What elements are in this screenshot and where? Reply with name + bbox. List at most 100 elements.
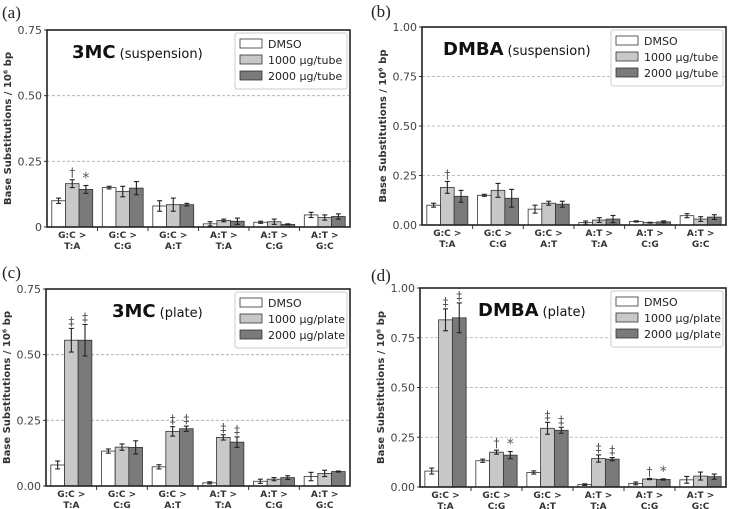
legend-label: DMSO: [644, 296, 678, 309]
title-compound: DMBA: [478, 300, 539, 321]
x-tick-label: A:T: [540, 240, 558, 250]
y-axis-label: Base Substitutions / 10⁶ bp: [376, 311, 387, 464]
y-tick-label: 0.25: [18, 155, 43, 168]
x-tick-label: C:G: [114, 242, 132, 252]
bar: [502, 454, 518, 488]
x-tick-label: A:T >: [586, 229, 614, 239]
y-tick-label: 0.00: [393, 219, 418, 232]
x-tick-label: G:C >: [484, 229, 512, 239]
title-condition: (suspension): [508, 44, 591, 59]
significance-mark: †: [444, 167, 450, 181]
x-tick-label: A:T >: [636, 229, 664, 239]
significance-mark: ‡: [545, 408, 551, 422]
legend-swatch: [615, 312, 639, 323]
legend-swatch: [239, 313, 263, 324]
bar: [229, 441, 245, 487]
chart-title: DMBA (plate): [478, 300, 586, 321]
panel-label: (c): [2, 263, 21, 282]
significance-mark: ‡: [68, 314, 74, 328]
x-tick-label: C:G: [488, 502, 506, 509]
y-tick-label: 0.75: [391, 332, 416, 345]
plot-frame: [419, 287, 727, 488]
bar: [101, 450, 116, 487]
y-tick-label: 0.00: [391, 481, 416, 494]
legend-swatch: [615, 51, 639, 62]
x-tick-label: A:T >: [687, 229, 715, 239]
legend-label: 2000 µg/plate: [268, 329, 345, 342]
legend-label: 1000 µg/plate: [268, 313, 345, 326]
bar: [165, 430, 180, 487]
legend-swatch: [615, 35, 639, 46]
x-tick-label: T:A: [591, 240, 607, 250]
y-tick-label: 1.00: [393, 21, 418, 34]
significance-mark: *: [82, 170, 89, 186]
x-tick-label: G:C >: [159, 490, 187, 500]
title-compound: 3MC: [72, 42, 116, 63]
significance-mark: ‡: [609, 444, 615, 458]
y-tick-label: 0.50: [393, 120, 418, 133]
x-tick-label: A:T: [164, 501, 182, 509]
legend-label: DMSO: [268, 297, 302, 310]
panel-b: (b) 0.00 0.25 0.50 0.75 1.00 Base Substitution…: [371, 2, 727, 250]
y-axis-label: Base Substitutions / 10⁶ bp: [3, 52, 14, 205]
legend-label: 2000 µg/tube: [644, 67, 718, 80]
bar: [101, 187, 117, 228]
y-tick-label: 0.75: [18, 24, 43, 37]
significance-mark: ‡: [456, 289, 462, 303]
x-tick-label: T:A: [63, 501, 79, 509]
chart-title: DMBA (suspension): [443, 39, 591, 60]
legend-label: 1000 µg/tube: [644, 51, 718, 64]
panel-c: (c) 0.00 0.25 0.50 0.75 Base Substitutions / …: [2, 263, 351, 509]
chart-title: 3MC (suspension): [72, 42, 203, 63]
y-axis-label: Base Substitutions / 10⁶ bp: [378, 50, 389, 203]
x-tick-label: C:G: [265, 501, 283, 509]
y-tick-label: 0.25: [17, 414, 42, 427]
legend-swatch: [239, 297, 263, 308]
significance-mark: *: [660, 464, 667, 480]
significance-mark: ‡: [558, 413, 564, 427]
x-tick-label: G:C: [316, 501, 334, 509]
x-tick-label: A:T: [539, 502, 557, 509]
legend-swatch: [239, 54, 263, 65]
significance-mark: ‡: [183, 412, 189, 426]
x-tick-label: T:A: [437, 502, 453, 509]
x-tick-label: G:C >: [57, 490, 85, 500]
x-tick-label: T:A: [64, 242, 80, 252]
y-tick-label: 0.00: [17, 480, 42, 493]
legend-swatch: [615, 67, 639, 78]
bar: [642, 478, 657, 488]
legend-label: 2000 µg/plate: [644, 328, 721, 341]
bar: [541, 202, 556, 226]
x-tick-label: G:C: [692, 240, 710, 250]
bar: [553, 429, 569, 488]
bar: [114, 446, 130, 487]
x-tick-label: G:C >: [482, 491, 510, 501]
bar: [526, 472, 542, 488]
x-tick-label: G:C: [692, 502, 710, 509]
y-tick-label: 0.75: [393, 71, 418, 84]
bar: [151, 466, 167, 487]
y-tick-label: 0.50: [17, 349, 42, 362]
y-tick-label: 0: [35, 221, 42, 234]
panel-label: (a): [2, 3, 21, 22]
legend-label: 2000 µg/tube: [268, 70, 342, 83]
x-tick-label: C:G: [489, 240, 507, 250]
legend: [234, 32, 348, 90]
bar: [438, 319, 453, 488]
legend-swatch: [239, 70, 263, 81]
x-tick-label: G:C >: [109, 231, 137, 241]
panel-label: (b): [371, 2, 391, 21]
bar: [51, 200, 66, 228]
bar: [179, 428, 194, 487]
bar: [216, 437, 231, 487]
plot-frame: [45, 288, 351, 487]
x-tick-label: A:T >: [210, 231, 238, 241]
bar: [604, 458, 620, 488]
x-tick-label: A:T >: [311, 490, 339, 500]
legend-swatch: [239, 329, 263, 340]
legend-label: 1000 µg/plate: [644, 312, 721, 325]
x-tick-label: C:G: [265, 242, 283, 252]
x-tick-label: A:T >: [260, 490, 288, 500]
bar: [64, 339, 79, 487]
bar: [451, 317, 467, 488]
